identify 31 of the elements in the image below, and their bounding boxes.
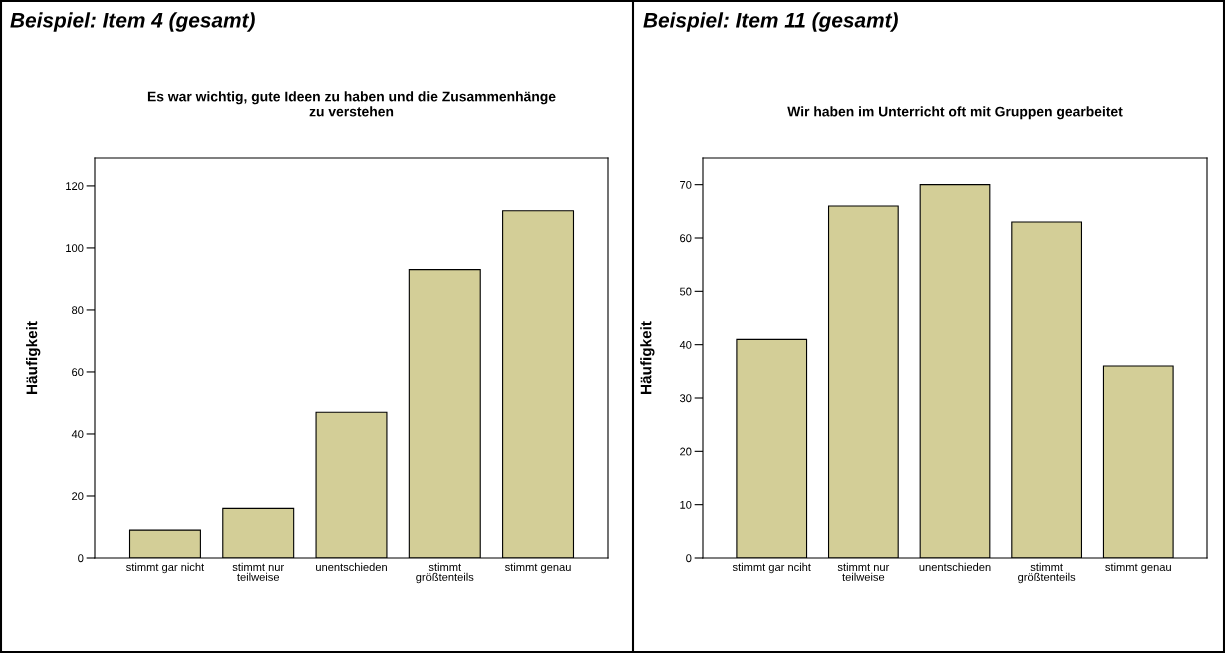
- x-tick-label: stimmt größtenteils: [416, 562, 474, 584]
- y-tick-label: 70: [680, 180, 692, 189]
- y-tick-label: 0: [78, 554, 84, 563]
- y-tick-label: 30: [679, 394, 692, 403]
- x-tick-label: stimmt genau: [505, 562, 571, 574]
- y-axis-title: Häufigkeit: [26, 321, 41, 394]
- y-tick-label: 100: [66, 244, 84, 253]
- y-tick-label: 20: [72, 492, 84, 501]
- x-tick-label: stimmt nur teilweise: [232, 562, 284, 581]
- y-tick-label: 60: [72, 368, 84, 377]
- y-tick-label: 120: [66, 182, 84, 191]
- x-tick-label: unentschieden: [919, 562, 991, 572]
- chart-subtitle: Wir haben im Unterricht oft mit Gruppen gearbeitet: [787, 106, 1123, 120]
- x-tick-label: stimmt gar nciht: [732, 562, 811, 574]
- x-tick-label: stimmt gar nicht: [126, 562, 205, 574]
- x-tick-label: unentschieden: [316, 562, 387, 572]
- y-axis-title: Häufigkeit: [640, 321, 655, 394]
- y-tick-label: 80: [72, 306, 84, 315]
- y-tick-label: 20: [680, 447, 692, 456]
- x-tick-label: stimmt nur teilweise: [837, 562, 890, 581]
- chart-subtitle: Es war wichtig, gute Ideen zu haben und die Zusammenhänge zu verstehen: [147, 91, 556, 117]
- x-tick-label: stimmt größtenteils: [1018, 562, 1076, 584]
- y-tick-label: 0: [686, 554, 692, 563]
- y-tick-label: 40: [679, 340, 692, 349]
- chart-title: Beispiel: Item 4 (gesamt): [10, 12, 255, 32]
- y-tick-label: 50: [679, 287, 692, 296]
- y-tick-label: 60: [680, 234, 692, 243]
- y-tick-label: 40: [71, 430, 84, 439]
- x-tick-label: stimmt genau: [1105, 562, 1171, 574]
- y-tick-label: 10: [680, 500, 692, 509]
- chart-title: Beispiel: Item 11 (gesamt): [643, 12, 898, 32]
